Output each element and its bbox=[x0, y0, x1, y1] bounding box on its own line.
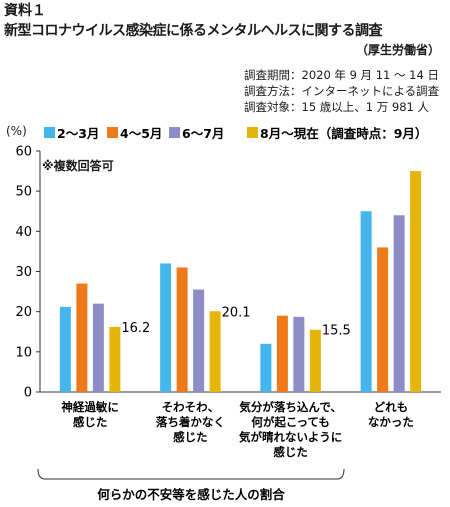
category-label: 感じた bbox=[73, 415, 108, 429]
data-label: 20.1 bbox=[222, 305, 251, 320]
category-label: そわそわ、 bbox=[162, 400, 220, 414]
y-tick-label: 50 bbox=[15, 185, 32, 200]
chart-note: ※複数回答可 bbox=[42, 159, 114, 173]
bar bbox=[260, 343, 272, 392]
legend-swatch bbox=[44, 127, 55, 138]
legend-label: 4～5月 bbox=[120, 126, 162, 141]
group-bracket bbox=[37, 468, 345, 480]
bar bbox=[377, 247, 389, 392]
y-tick-label: 30 bbox=[15, 265, 32, 280]
bar bbox=[59, 306, 71, 392]
y-tick-label: 40 bbox=[15, 225, 32, 240]
bar bbox=[293, 316, 305, 392]
bar bbox=[410, 171, 422, 392]
source-label: （厚生労働省） bbox=[355, 43, 440, 57]
survey-target: 調査対象：15 歳以上、1 万 981 人 bbox=[244, 100, 430, 114]
bar bbox=[76, 283, 88, 392]
y-tick-label: 0 bbox=[24, 386, 32, 401]
bar bbox=[193, 289, 205, 392]
survey-period: 調査期間：2020 年 9 月 11 ～ 14 日 bbox=[244, 68, 439, 82]
legend-label: 6～7月 bbox=[182, 126, 224, 141]
category-label: 気が晴れないように bbox=[239, 430, 342, 444]
bar bbox=[92, 303, 104, 392]
legend-swatch bbox=[169, 127, 180, 138]
bar bbox=[309, 329, 321, 392]
legend-swatch bbox=[247, 127, 258, 138]
legend-label: 2～3月 bbox=[57, 126, 99, 141]
bar bbox=[276, 315, 288, 392]
category-label: 何が起こっても bbox=[251, 415, 330, 429]
bar bbox=[393, 215, 405, 392]
category-label: なかった bbox=[368, 415, 414, 429]
category-label: どれも bbox=[374, 400, 409, 414]
bar bbox=[176, 267, 188, 392]
bar bbox=[209, 311, 221, 392]
y-tick-label: 10 bbox=[15, 345, 32, 360]
survey-method: 調査方法：インターネットによる調査 bbox=[244, 84, 440, 98]
y-axis-unit: (%) bbox=[6, 124, 27, 138]
group-label: 何らかの不安等を感じた人の割合 bbox=[97, 487, 285, 502]
legend-swatch bbox=[107, 127, 118, 138]
y-tick-label: 20 bbox=[15, 305, 32, 320]
data-label: 16.2 bbox=[121, 321, 150, 336]
bar bbox=[160, 263, 172, 392]
category-label: 落ち着かなく bbox=[156, 415, 225, 429]
category-label: 感じた bbox=[173, 430, 208, 444]
legend-label: 8月～現在（調査時点：9月） bbox=[260, 126, 427, 141]
data-label: 15.5 bbox=[322, 324, 351, 339]
chart-title: 新型コロナウイルス感染症に係るメンタルヘルスに関する調査 bbox=[4, 23, 383, 39]
bar bbox=[360, 211, 372, 392]
category-label: 感じた bbox=[273, 445, 308, 459]
document-label: 資料１ bbox=[4, 3, 46, 19]
bar bbox=[109, 326, 121, 392]
y-tick-label: 60 bbox=[15, 145, 32, 160]
category-label: 神経過敏に bbox=[61, 400, 119, 414]
category-label: 気分が落ち込んで、 bbox=[239, 400, 341, 414]
